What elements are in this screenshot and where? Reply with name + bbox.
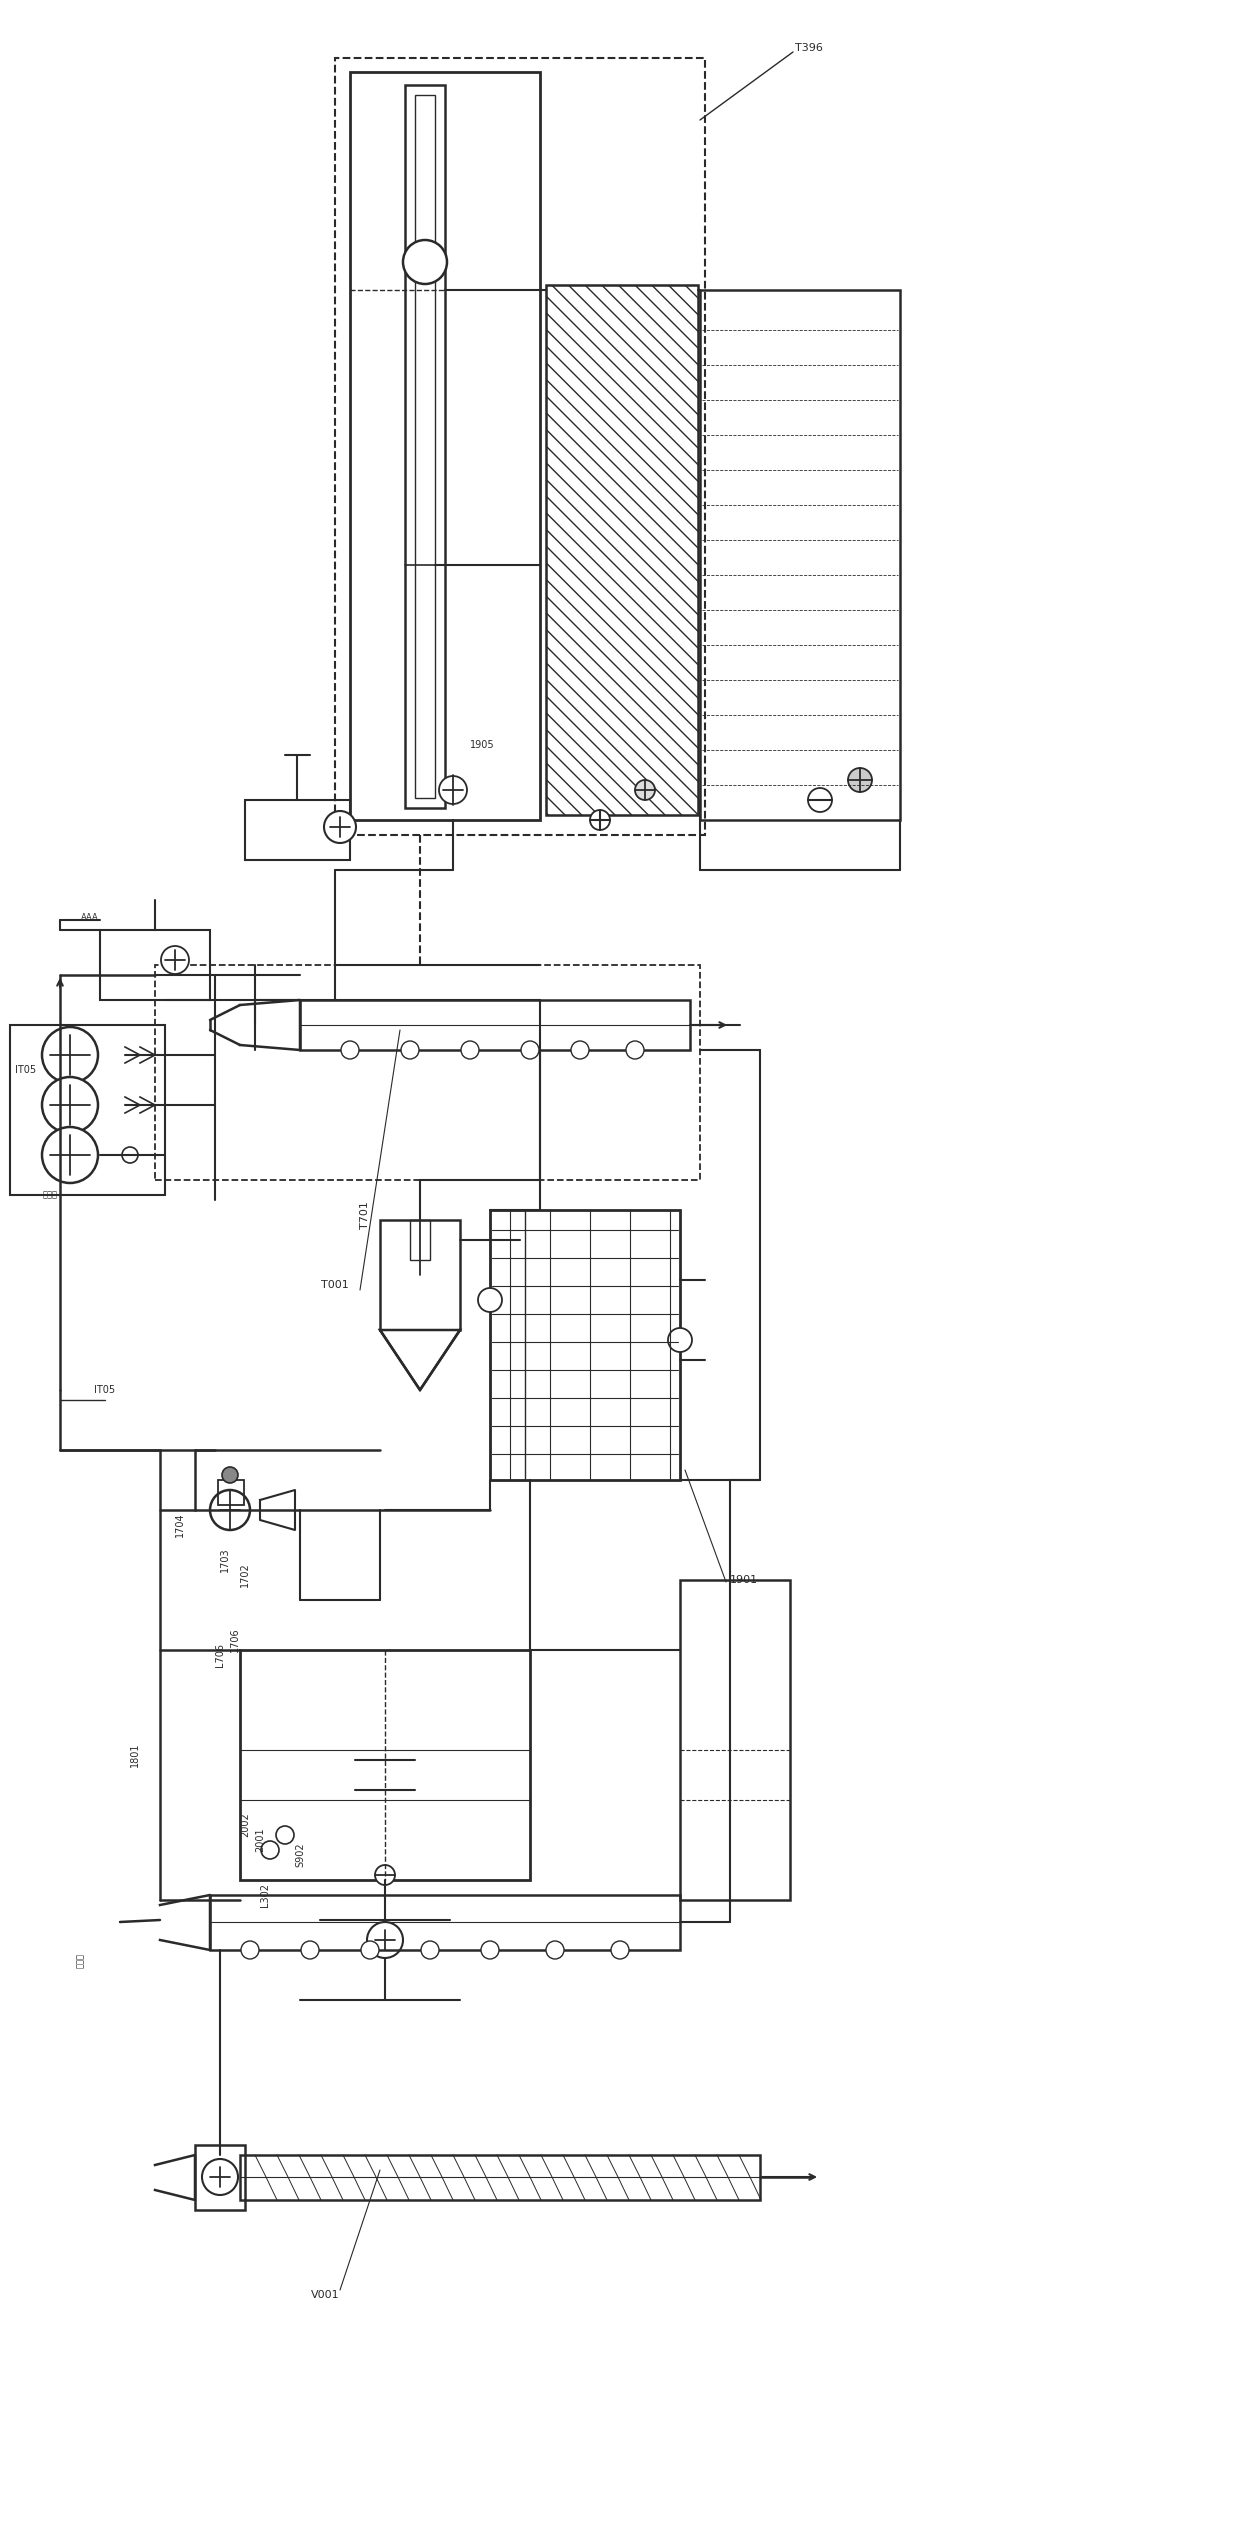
Bar [680,1581,790,1900]
Circle shape [481,1941,498,1959]
Text: 1706: 1706 [229,1627,241,1652]
Circle shape [341,1041,360,1059]
Circle shape [439,775,467,803]
Circle shape [122,1148,138,1163]
Text: AAA: AAA [81,912,99,922]
Bar [218,1480,244,1505]
Bar [415,94,435,798]
Text: 原水箱: 原水箱 [42,1191,57,1199]
Text: IT05: IT05 [94,1386,115,1396]
Circle shape [521,1041,539,1059]
Bar [701,289,900,821]
Bar [335,58,706,836]
Bar [410,1219,430,1259]
Text: L302: L302 [260,1883,270,1908]
Bar [350,71,539,821]
Text: L706: L706 [215,1642,224,1667]
Bar [379,1219,460,1330]
Circle shape [161,945,188,973]
Bar [155,965,701,1181]
Circle shape [401,1041,419,1059]
Bar [490,1211,680,1480]
Text: T396: T396 [795,43,823,53]
Circle shape [477,1287,502,1313]
Circle shape [361,1941,379,1959]
Bar [246,801,350,859]
Circle shape [260,1842,279,1860]
Circle shape [422,1941,439,1959]
Circle shape [546,1941,564,1959]
Text: 1905: 1905 [470,740,495,750]
Bar [10,1024,165,1196]
Bar [300,1001,689,1049]
Text: 2001: 2001 [255,1827,265,1852]
Circle shape [42,1077,98,1133]
Circle shape [590,811,610,831]
Bar [241,1650,529,1880]
Circle shape [367,1921,403,1959]
Circle shape [42,1128,98,1183]
Text: 1901: 1901 [730,1576,758,1584]
Circle shape [202,2159,238,2194]
Text: 1702: 1702 [241,1563,250,1586]
Circle shape [222,1467,238,1482]
Circle shape [301,1941,319,1959]
Text: 1801: 1801 [130,1743,140,1766]
Text: V001: V001 [311,2291,340,2301]
Text: 原水箱: 原水箱 [76,1954,84,1966]
Circle shape [374,1865,396,1885]
Circle shape [210,1490,250,1531]
Bar [490,1211,525,1480]
Circle shape [241,1941,259,1959]
Bar [546,284,698,816]
Text: S902: S902 [295,1842,305,1868]
Bar [405,86,445,808]
Text: T001: T001 [321,1280,348,1290]
Text: 2002: 2002 [241,1812,250,1837]
Text: IT05: IT05 [15,1064,36,1074]
Circle shape [277,1827,294,1845]
Circle shape [668,1328,692,1353]
Circle shape [570,1041,589,1059]
Text: T701: T701 [360,1201,370,1229]
Circle shape [611,1941,629,1959]
Bar [195,2144,246,2210]
Circle shape [42,1026,98,1082]
Bar [210,1895,680,1951]
Circle shape [808,788,832,811]
Bar [100,930,210,1001]
Circle shape [635,780,655,801]
Circle shape [848,768,872,793]
Circle shape [626,1041,644,1059]
Polygon shape [379,1330,460,1391]
Circle shape [403,241,446,284]
Bar [546,284,698,816]
Circle shape [461,1041,479,1059]
Text: 1703: 1703 [219,1548,229,1571]
Text: 1704: 1704 [175,1513,185,1538]
Bar [241,2154,760,2200]
Circle shape [324,811,356,844]
